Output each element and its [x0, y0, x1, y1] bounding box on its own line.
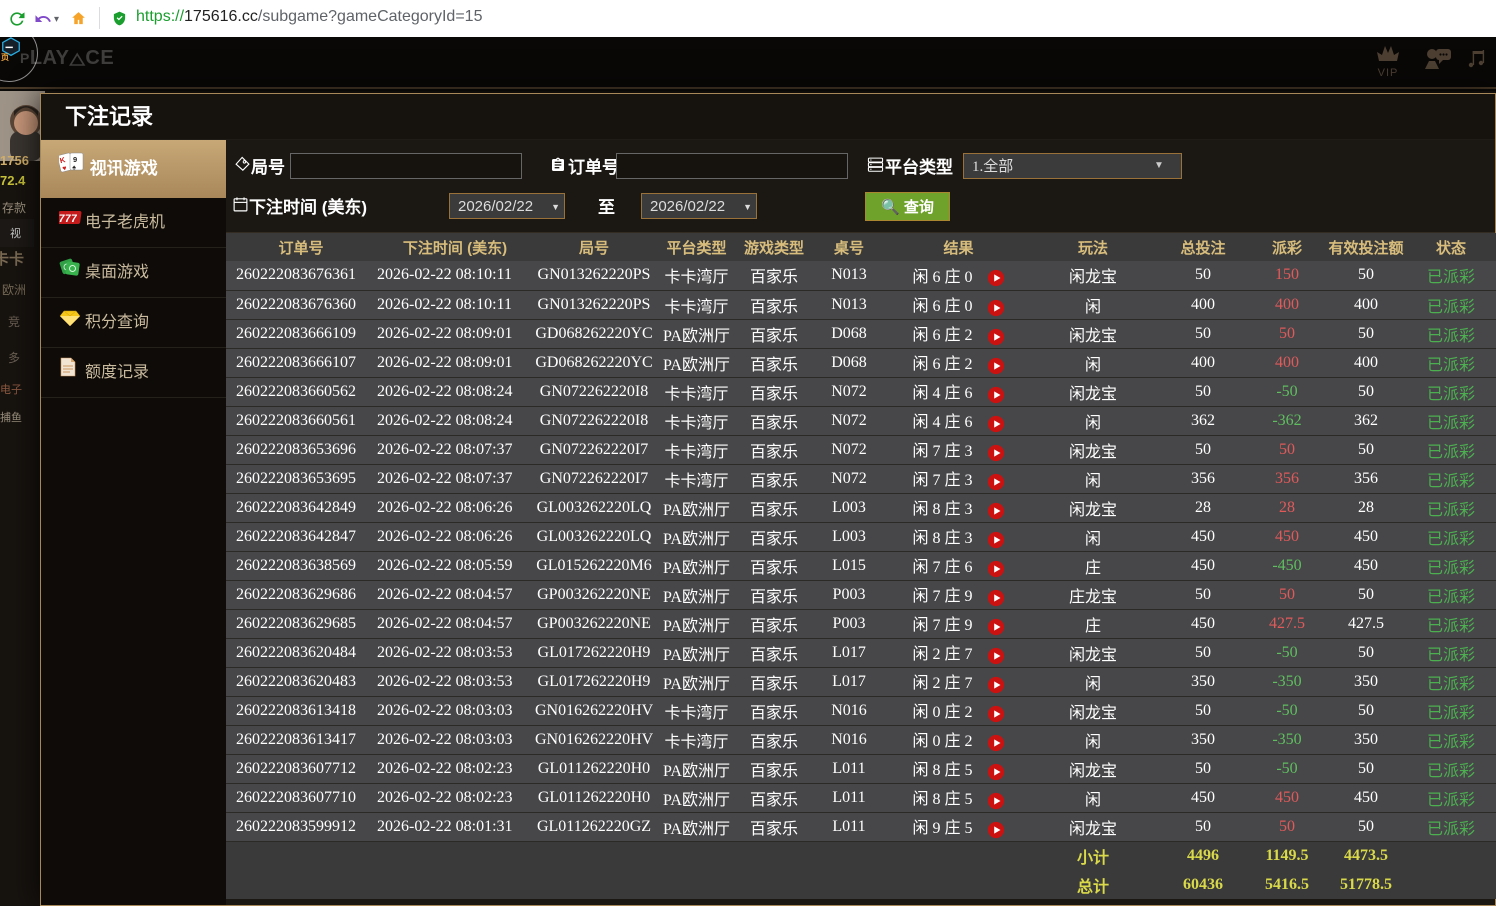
svg-text:9: 9: [73, 155, 77, 164]
svg-text:♠: ♠: [72, 164, 76, 171]
svg-text:777: 777: [59, 213, 78, 225]
